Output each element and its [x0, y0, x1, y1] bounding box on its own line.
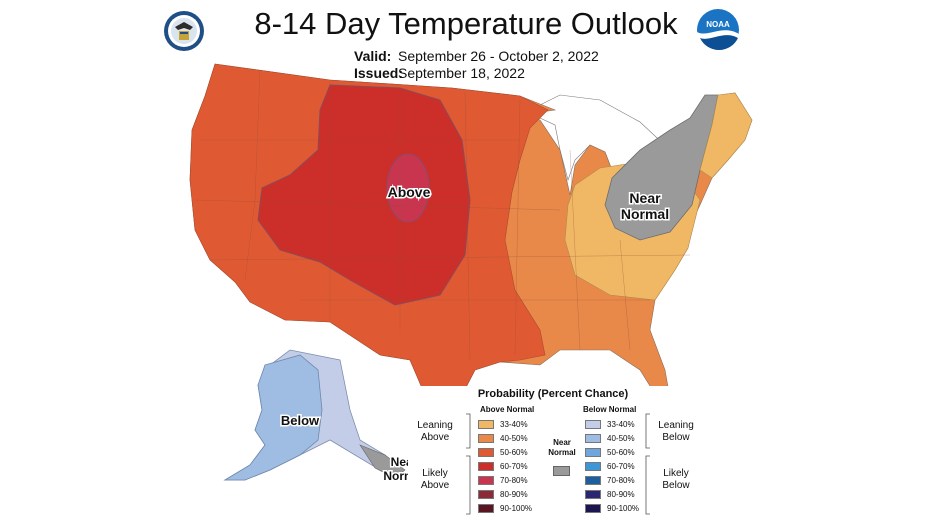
legend-swatch [478, 434, 494, 443]
valid-value: September 26 - October 2, 2022 [398, 48, 599, 64]
legend-row: 60-70% [478, 461, 528, 472]
legend-swatch [585, 476, 601, 485]
legend-row: 50-60% [585, 447, 635, 458]
legend-likely-below-2: Below [662, 480, 690, 491]
brace-likely-below [645, 455, 650, 515]
legend-row: 90-100% [585, 503, 639, 514]
legend-likely-below-1: Likely [663, 468, 689, 479]
legend-row: 80-90% [478, 489, 528, 500]
legend-range-label: 90-100% [500, 504, 533, 513]
legend-row: 80-90% [585, 489, 635, 500]
legend-leaning-below: Leaning Below [654, 420, 698, 444]
label-near-normal-east-1: Near [629, 190, 661, 206]
state-lines [194, 69, 691, 361]
legend-leaning-above: Leaning Above [410, 420, 460, 444]
commerce-seal-icon [164, 11, 204, 51]
legend-range-label: 60-70% [500, 462, 528, 471]
noaa-logo-icon: NOAA [696, 9, 739, 52]
legend-row: 40-50% [478, 433, 528, 444]
legend-swatch [478, 448, 494, 457]
legend-row: 60-70% [585, 461, 635, 472]
legend-leaning-above-2: Above [420, 432, 450, 443]
legend-row: 70-80% [585, 475, 635, 486]
legend-near-2: Normal [548, 448, 576, 457]
legend-near-normal: Near Normal [542, 438, 582, 458]
dates-block: Valid: September 26 - October 2, 2022 Iss… [354, 48, 599, 82]
legend-range-label: 40-50% [607, 434, 635, 443]
legend-row: 90-100% [478, 503, 532, 514]
legend-row: 50-60% [478, 447, 528, 458]
legend-below-header: Below Normal [583, 405, 637, 414]
issued-value: September 18, 2022 [398, 65, 525, 81]
legend-swatch [585, 448, 601, 457]
legend-likely-above: Likely Above [410, 468, 460, 492]
legend-range-label: 80-90% [500, 490, 528, 499]
legend-near-1: Near [553, 438, 571, 447]
legend: Probability (Percent Chance) Above Norma… [408, 386, 698, 520]
legend-leaning-above-1: Leaning [417, 420, 453, 431]
alaska-near-normal [359, 444, 406, 479]
valid-label: Valid: [354, 48, 392, 64]
legend-swatch [585, 434, 601, 443]
legend-likely-above-2: Above [420, 480, 450, 491]
label-above: Above [388, 184, 431, 200]
legend-range-label: 60-70% [607, 462, 635, 471]
legend-above-header: Above Normal [480, 405, 535, 414]
legend-braces [466, 413, 650, 515]
alaska-below [223, 354, 323, 481]
legend-swatch [585, 490, 601, 499]
legend-leaning-below-1: Leaning [658, 420, 694, 431]
legend-swatch [585, 462, 601, 471]
page-title: 8-14 Day Temperature Outlook [254, 6, 678, 41]
brace-leaning-above [466, 413, 471, 449]
brace-leaning-below [645, 413, 650, 449]
legend-range-label: 33-40% [500, 420, 528, 429]
legend-row: 33-40% [585, 419, 635, 430]
legend-range-label: 70-80% [607, 476, 635, 485]
legend-swatch [585, 420, 601, 429]
legend-range-label: 50-60% [500, 448, 528, 457]
legend-swatch [478, 462, 494, 471]
legend-likely-below: Likely Below [654, 468, 698, 492]
region-new-england [699, 92, 753, 179]
legend-range-label: 33-40% [607, 420, 635, 429]
legend-row: 40-50% [585, 433, 635, 444]
legend-title: Probability (Percent Chance) [477, 388, 629, 400]
legend-row: 70-80% [478, 475, 528, 486]
legend-near-swatch [553, 466, 570, 476]
legend-swatch [585, 504, 601, 513]
legend-swatch [478, 420, 494, 429]
legend-range-label: 70-80% [500, 476, 528, 485]
legend-likely-above-1: Likely [422, 468, 448, 479]
region-70-80 [386, 153, 430, 223]
label-near-normal-east-2: Normal [621, 206, 669, 222]
legend-range-label: 50-60% [607, 448, 635, 457]
issued-label: Issued: [354, 65, 404, 81]
legend-swatch [478, 490, 494, 499]
brace-likely-above [466, 455, 471, 515]
legend-leaning-below-2: Below [662, 432, 690, 443]
legend-range-label: 80-90% [607, 490, 635, 499]
legend-range-label: 40-50% [500, 434, 528, 443]
legend-range-label: 90-100% [607, 504, 640, 513]
label-below-alaska: Below [281, 413, 320, 428]
legend-swatch [478, 476, 494, 485]
legend-swatch [478, 504, 494, 513]
noaa-logo-text: NOAA [706, 20, 730, 29]
legend-row: 33-40% [478, 419, 528, 430]
